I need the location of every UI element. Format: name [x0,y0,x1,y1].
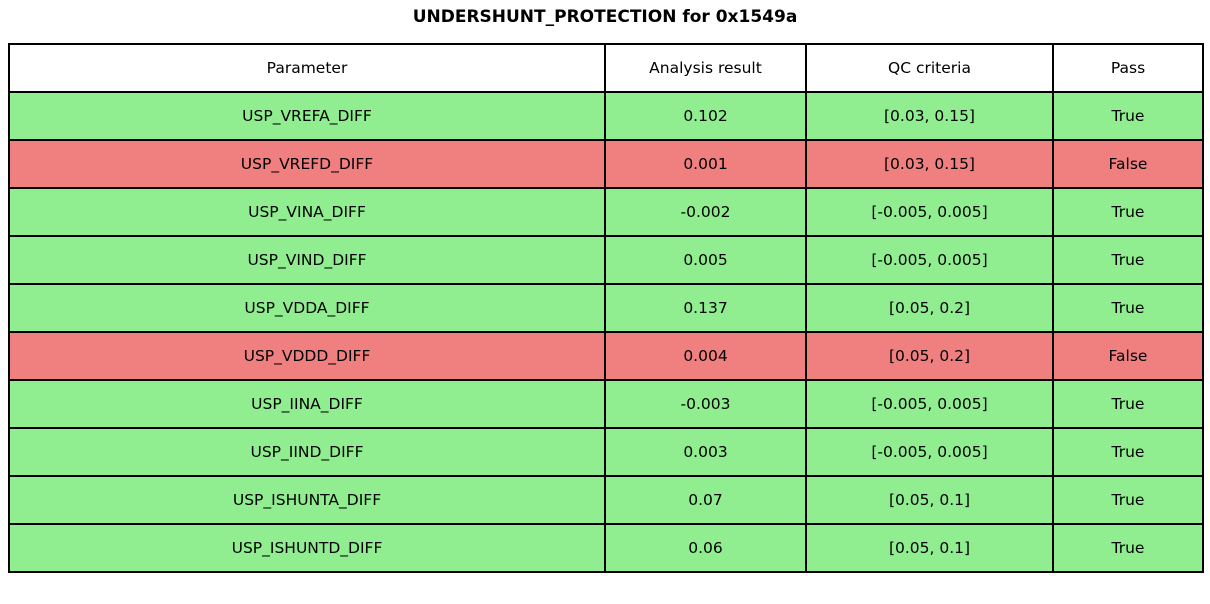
page-title: UNDERSHUNT_PROTECTION for 0x1549a [412,7,798,27]
pass-cell: False [1052,331,1204,381]
qc-criteria-cell: [0.03, 0.15] [805,139,1054,189]
parameter-cell: USP_VREFA_DIFF [8,91,606,141]
table-body: USP_VREFA_DIFF 0.102 [0.03, 0.15] True USP_V… [8,91,1204,573]
table-row: USP_VIND_DIFF 0.005 [-0.005, 0.005] True [8,235,1204,285]
column-header-pass: Pass [1052,43,1204,93]
analysis-result-cell: 0.001 [604,139,807,189]
analysis-result-cell: 0.102 [604,91,807,141]
table-row: USP_VDDD_DIFF 0.004 [0.05, 0.2] False [8,331,1204,381]
qc-criteria-cell: [-0.005, 0.005] [805,379,1054,429]
table-row: USP_VREFD_DIFF 0.001 [0.03, 0.15] False [8,139,1204,189]
table-row: USP_ISHUNTA_DIFF 0.07 [0.05, 0.1] True [8,475,1204,525]
table-row: USP_VREFA_DIFF 0.102 [0.03, 0.15] True [8,91,1204,141]
parameter-cell: USP_VDDA_DIFF [8,283,606,333]
qc-criteria-cell: [-0.005, 0.005] [805,427,1054,477]
analysis-result-cell: -0.003 [604,379,807,429]
qc-criteria-cell: [0.03, 0.15] [805,91,1054,141]
parameter-cell: USP_VIND_DIFF [8,235,606,285]
table-row: USP_VDDA_DIFF 0.137 [0.05, 0.2] True [8,283,1204,333]
analysis-result-cell: -0.002 [604,187,807,237]
parameter-cell: USP_VDDD_DIFF [8,331,606,381]
qc-criteria-cell: [0.05, 0.1] [805,475,1054,525]
parameter-cell: USP_IIND_DIFF [8,427,606,477]
column-header-qc-criteria: QC criteria [805,43,1054,93]
pass-cell: True [1052,235,1204,285]
pass-cell: True [1052,475,1204,525]
pass-cell: True [1052,283,1204,333]
column-header-parameter: Parameter [8,43,606,93]
pass-cell: True [1052,187,1204,237]
analysis-result-cell: 0.003 [604,427,807,477]
parameter-cell: USP_IINA_DIFF [8,379,606,429]
table-row: USP_IIND_DIFF 0.003 [-0.005, 0.005] True [8,427,1204,477]
parameter-cell: USP_VREFD_DIFF [8,139,606,189]
qc-criteria-cell: [0.05, 0.2] [805,331,1054,381]
column-header-analysis-result: Analysis result [604,43,807,93]
parameter-cell: USP_VINA_DIFF [8,187,606,237]
pass-cell: True [1052,523,1204,573]
qc-criteria-cell: [-0.005, 0.005] [805,235,1054,285]
table-header-row: Parameter Analysis result QC criteria Pa… [8,43,1204,93]
pass-cell: True [1052,379,1204,429]
table-row: USP_IINA_DIFF -0.003 [-0.005, 0.005] True [8,379,1204,429]
qc-criteria-cell: [-0.005, 0.005] [805,187,1054,237]
table-row: USP_ISHUNTD_DIFF 0.06 [0.05, 0.1] True [8,523,1204,573]
pass-cell: False [1052,139,1204,189]
analysis-result-cell: 0.005 [604,235,807,285]
qc-results-table: Parameter Analysis result QC criteria Pa… [8,43,1204,573]
pass-cell: True [1052,91,1204,141]
table-row: USP_VINA_DIFF -0.002 [-0.005, 0.005] True [8,187,1204,237]
qc-criteria-cell: [0.05, 0.1] [805,523,1054,573]
pass-cell: True [1052,427,1204,477]
parameter-cell: USP_ISHUNTD_DIFF [8,523,606,573]
qc-criteria-cell: [0.05, 0.2] [805,283,1054,333]
analysis-result-cell: 0.137 [604,283,807,333]
parameter-cell: USP_ISHUNTA_DIFF [8,475,606,525]
analysis-result-cell: 0.004 [604,331,807,381]
analysis-result-cell: 0.06 [604,523,807,573]
analysis-result-cell: 0.07 [604,475,807,525]
